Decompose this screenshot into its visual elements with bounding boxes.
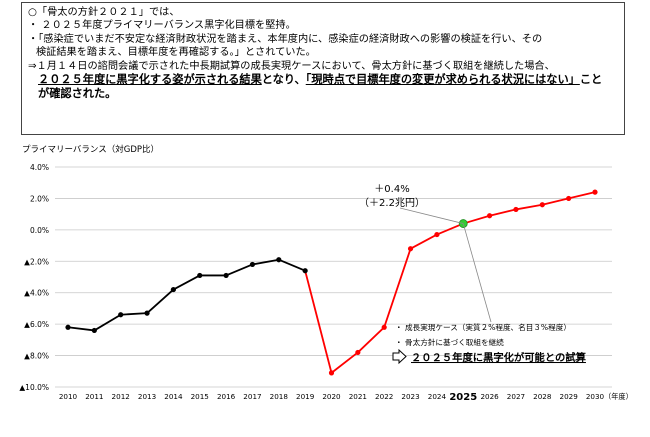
data-point-projection <box>592 189 598 195</box>
series-line-projection <box>304 191 596 374</box>
x-tick-labels: 2010 2011 2012 2013 2014 2015 2016 2017 2018 2019… <box>59 392 633 403</box>
note-line-6: ２０２５年度に黒字化する姿が示される結果となり、「現時点で目標年度の変更が求めら… <box>28 73 618 87</box>
annotation-conclusion: ２０２５年度に黒字化が可能との試算 <box>411 351 586 364</box>
x-tick-label: 2012 <box>112 392 130 401</box>
callout-leader-lower <box>462 223 492 323</box>
note-line-4: 検証結果を踏まえ、目標年度を再確認する。」とされていた。 <box>36 47 316 59</box>
data-point-projection <box>381 324 387 330</box>
data-point-projection <box>328 370 335 376</box>
y-tick-label: 0.0% <box>30 226 49 235</box>
y-tick-label: ▲8.0% <box>24 352 49 361</box>
x-tick-label: 2026 <box>480 392 499 401</box>
annotation-bullet-1: ・ 成長実現ケース（実質２%程度、名目３%程度） <box>395 322 571 332</box>
x-tick-label: 2030 <box>586 392 605 401</box>
data-point-actual <box>249 261 256 268</box>
data-point-projection <box>407 246 414 252</box>
x-tick-label: 2028 <box>533 392 552 401</box>
callout-leader-upper <box>399 207 464 224</box>
note-emphasis-result: ２０２５年度に黒字化する姿が示される結果 <box>38 73 262 87</box>
note-line-7: が確認された。 <box>38 87 117 101</box>
note-tail: こと <box>579 73 603 87</box>
callout-value: ＋0.4% <box>374 184 409 195</box>
x-tick-label-highlighted: 2025 <box>449 392 477 403</box>
arrow-right-icon <box>392 348 407 365</box>
x-tick-label: 2013 <box>138 392 156 401</box>
y-tick-label: 4.0% <box>30 163 49 172</box>
data-point-actual <box>223 272 229 279</box>
data-point-projection <box>539 202 545 208</box>
y-tick-labels: 4.0% 2.0% 0.0% ▲2.0% ▲4.0% ▲6.0% ▲8.0% ▲10.0% <box>19 163 49 392</box>
annotation-bullet-2: ・ 骨太方針に基づく取組を継続 <box>395 337 504 347</box>
data-point-projection <box>487 213 493 219</box>
note-line-2: ・ ２０２５年度プライマリーバランス黒字化目標を堅持。 <box>28 20 296 32</box>
x-tick-label: 2027 <box>507 392 525 401</box>
y-tick-label: ▲10.0% <box>19 383 49 392</box>
data-point-projection <box>355 349 361 356</box>
x-tick-label: 2016 <box>217 392 236 401</box>
data-point-actual <box>302 268 308 274</box>
y-tick-label: 2.0% <box>30 194 49 203</box>
grid-lines <box>55 166 612 388</box>
data-point-actual <box>118 312 124 318</box>
data-point-projection <box>434 231 440 238</box>
x-tick-label: 2015 <box>191 392 209 401</box>
data-points <box>65 189 598 376</box>
x-tick-label: 2017 <box>243 392 261 401</box>
series-lines <box>67 191 596 374</box>
data-point-projection <box>513 206 519 213</box>
note-line-5: ⇒１月１４日の諮問会議で示された中長期試算の成長実現ケースにおいて、骨太方針に基… <box>28 60 555 72</box>
x-tick-label: 2021 <box>349 392 367 401</box>
x-tick-label: 2011 <box>85 392 103 401</box>
x-tick-label: 2014 <box>164 392 183 401</box>
x-tick-label: 2022 <box>375 392 393 401</box>
note-emphasis-quote: 「現時点で目標年度の変更が求められる状況にはない」 <box>305 73 580 87</box>
y-tick-label: ▲4.0% <box>24 289 49 298</box>
data-point-projection <box>566 195 572 202</box>
x-tick-label: 2018 <box>270 392 289 401</box>
data-point-actual <box>276 257 282 263</box>
annotations: ＋0.4% （＋2.2兆円） ・ 成長実現ケース（実質２%程度、名目３%程度） ・ 骨… <box>359 184 586 365</box>
data-point-actual <box>170 286 176 293</box>
y-tick-label: ▲2.0% <box>24 257 49 266</box>
data-point-actual <box>91 327 97 334</box>
x-tick-label: 2020 <box>322 392 341 401</box>
summary-note-box: ○「骨太の方針２０２１」では、 ・ ２０２５年度プライマリーバランス黒字化目標を… <box>21 2 625 135</box>
series-line-actual <box>67 258 306 332</box>
note-connector: となり、 <box>261 73 306 87</box>
y-axis-title: プライマリーバランス（対GDP比） <box>22 145 160 155</box>
note-line-1: ○「骨太の方針２０２１」では、 <box>28 7 180 18</box>
x-axis-title: （年度） <box>604 392 633 401</box>
x-tick-label: 2024 <box>428 392 447 401</box>
y-tick-label: ▲6.0% <box>24 320 49 329</box>
x-tick-label: 2023 <box>401 392 419 401</box>
data-point-actual <box>197 272 203 279</box>
x-tick-label: 2029 <box>560 392 579 401</box>
callout-amount: （＋2.2兆円） <box>359 197 425 209</box>
note-line-3: ・「感染症でいまだ不安定な経済財政状況を踏まえ、本年度内に、感染症の経済財政への… <box>28 33 543 45</box>
data-point-actual <box>144 310 150 316</box>
x-tick-label: 2010 <box>59 392 78 401</box>
x-tick-label: 2019 <box>296 392 315 401</box>
data-point-actual <box>65 324 71 330</box>
